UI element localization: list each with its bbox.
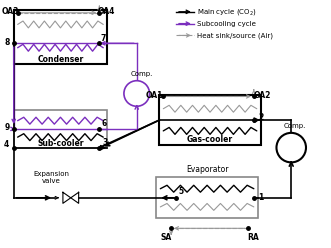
Text: Comp.: Comp. [284, 123, 307, 129]
Text: Comp.: Comp. [130, 71, 153, 77]
Circle shape [124, 81, 150, 106]
Text: SA: SA [161, 233, 172, 242]
Text: Evaporator: Evaporator [186, 165, 228, 174]
Bar [14, 110, 107, 148]
Text: OA4: OA4 [98, 7, 115, 16]
Text: Condenser: Condenser [37, 55, 83, 63]
Text: Sub-cooler: Sub-cooler [37, 139, 84, 148]
Text: Heat sink/source (Air): Heat sink/source (Air) [197, 32, 273, 39]
Text: 8: 8 [4, 38, 10, 47]
Text: 1: 1 [258, 193, 263, 202]
Bar [159, 95, 261, 145]
Text: Expansion
valve: Expansion valve [33, 171, 69, 184]
Text: 2: 2 [258, 113, 263, 122]
Bar [157, 177, 258, 218]
Text: OA3: OA3 [2, 7, 20, 16]
Text: 3: 3 [103, 138, 108, 147]
Text: 6: 6 [102, 120, 107, 128]
Text: 7: 7 [101, 34, 106, 43]
Text: RA: RA [247, 233, 259, 242]
Text: OA2: OA2 [254, 91, 271, 100]
Text: Gas-cooler: Gas-cooler [187, 135, 233, 144]
Text: 5: 5 [178, 187, 184, 196]
Text: Subcooling cycle: Subcooling cycle [197, 21, 256, 27]
Text: 9: 9 [4, 124, 10, 132]
Circle shape [276, 133, 306, 162]
Bar [14, 10, 107, 64]
Text: OA1: OA1 [146, 91, 163, 100]
Text: Main cycle (CO$_2$): Main cycle (CO$_2$) [197, 7, 257, 17]
Text: 4: 4 [4, 140, 10, 149]
